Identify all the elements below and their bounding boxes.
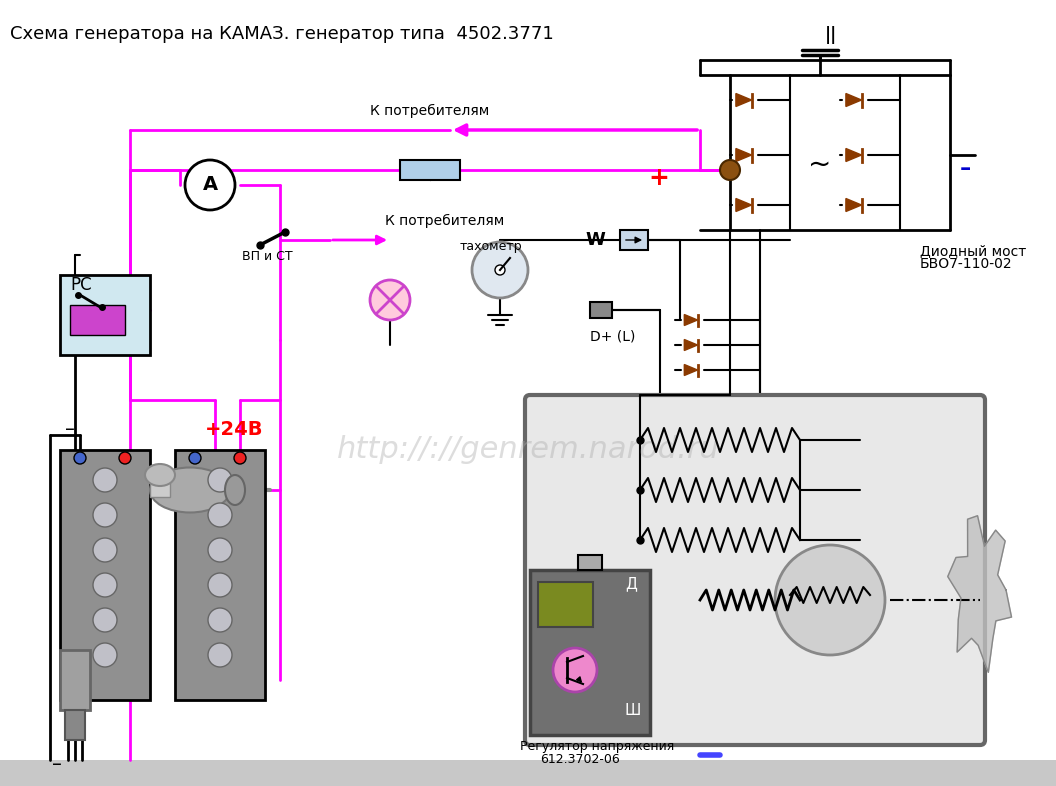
- Circle shape: [720, 160, 740, 180]
- Bar: [150, 475, 170, 497]
- Text: Диодный мост: Диодный мост: [920, 244, 1026, 258]
- Circle shape: [208, 573, 232, 597]
- Text: A: A: [203, 175, 218, 194]
- Bar: [175, 450, 265, 700]
- Text: РС: РС: [70, 276, 92, 294]
- Circle shape: [208, 503, 232, 527]
- Bar: [70, 305, 125, 335]
- Polygon shape: [736, 94, 752, 106]
- Circle shape: [93, 503, 117, 527]
- Polygon shape: [684, 340, 698, 351]
- Bar: [0, 760, 1056, 786]
- Bar: [60, 275, 150, 355]
- Text: W: W: [585, 231, 605, 249]
- Text: http://://genrem.narod.ru: http://://genrem.narod.ru: [337, 435, 719, 465]
- Text: тахометр: тахометр: [460, 240, 523, 253]
- Bar: [620, 230, 648, 250]
- Ellipse shape: [225, 475, 245, 505]
- Bar: [60, 650, 90, 710]
- Circle shape: [93, 468, 117, 492]
- Circle shape: [208, 538, 232, 562]
- Circle shape: [234, 452, 246, 464]
- Text: Схема генератора на КАМАЗ. генератор типа  4502.3771: Схема генератора на КАМАЗ. генератор тип…: [10, 25, 553, 43]
- Text: 612.3702-06: 612.3702-06: [540, 753, 620, 766]
- Circle shape: [495, 265, 505, 275]
- Text: К потребителям: К потребителям: [385, 214, 505, 228]
- Text: Регулятор напряжения: Регулятор напряжения: [520, 740, 674, 753]
- Circle shape: [208, 468, 232, 492]
- Circle shape: [93, 608, 117, 632]
- Polygon shape: [846, 94, 862, 106]
- Bar: [530, 570, 650, 735]
- Circle shape: [553, 648, 597, 692]
- Polygon shape: [736, 149, 752, 161]
- Text: Д: Д: [625, 576, 637, 591]
- Bar: [578, 555, 602, 570]
- Circle shape: [119, 452, 131, 464]
- Polygon shape: [846, 149, 862, 161]
- Bar: [400, 160, 460, 180]
- Circle shape: [93, 573, 117, 597]
- Ellipse shape: [150, 468, 230, 512]
- Text: Ш: Ш: [625, 703, 641, 718]
- Circle shape: [185, 160, 235, 210]
- FancyBboxPatch shape: [525, 395, 985, 745]
- Polygon shape: [684, 314, 698, 325]
- Polygon shape: [684, 365, 698, 376]
- Text: –: –: [52, 755, 62, 774]
- Text: D+ (L): D+ (L): [590, 329, 636, 343]
- Text: ||: ||: [825, 26, 837, 44]
- Polygon shape: [947, 516, 1012, 672]
- Circle shape: [189, 452, 201, 464]
- Bar: [538, 582, 593, 627]
- Ellipse shape: [145, 464, 175, 486]
- Text: +24В: +24В: [205, 420, 264, 439]
- Circle shape: [775, 545, 885, 655]
- Circle shape: [208, 608, 232, 632]
- Polygon shape: [736, 199, 752, 211]
- Circle shape: [472, 242, 528, 298]
- Text: ~: ~: [808, 151, 832, 179]
- Polygon shape: [846, 199, 862, 211]
- Text: +: +: [648, 166, 668, 190]
- Circle shape: [74, 452, 86, 464]
- Circle shape: [208, 643, 232, 667]
- Text: –: –: [960, 159, 972, 179]
- Bar: [65, 710, 84, 740]
- Bar: [590, 302, 612, 318]
- Text: БВО7-110-02: БВО7-110-02: [920, 257, 1013, 271]
- Text: К потребителям: К потребителям: [371, 104, 490, 118]
- Bar: [60, 450, 150, 700]
- Circle shape: [370, 280, 410, 320]
- Circle shape: [93, 538, 117, 562]
- Circle shape: [93, 643, 117, 667]
- Text: ВП и СТ: ВП и СТ: [242, 250, 293, 263]
- Text: –: –: [65, 420, 75, 439]
